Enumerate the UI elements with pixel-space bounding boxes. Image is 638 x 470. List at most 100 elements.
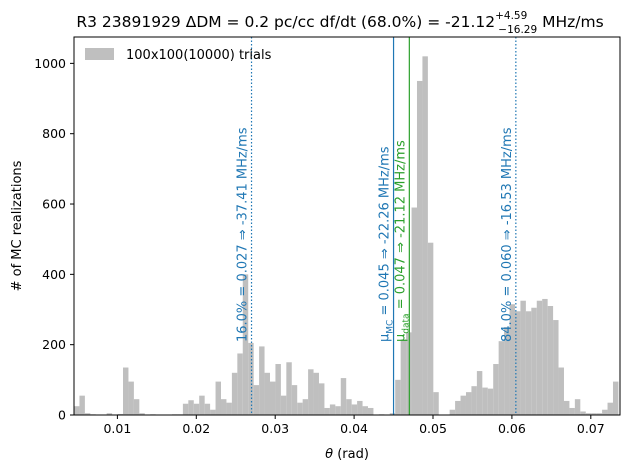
y-axis-ticks: 0 200 400 600 800 1000 [34,56,74,423]
x-tick-label: 0.02 [182,421,210,436]
histogram-bar [465,392,472,415]
histogram-bar [329,404,336,415]
histogram-bar [580,411,586,415]
histogram-bar [509,304,515,415]
reference-line-label-sub: MC [386,320,396,334]
histogram-bar [193,403,200,415]
histogram-bar [188,400,194,415]
histogram-bar [302,399,309,415]
x-tick-label: 0.05 [419,421,447,436]
legend-swatch [85,48,114,60]
x-axis-label-symbol: θ [325,447,333,462]
chart-title-sub: −16.29 [498,24,537,36]
histogram-bar [427,242,434,415]
y-tick-label: 800 [42,126,66,141]
reference-line-label-value: = 0.045 ⇒ -22.26 MHz/ms [378,146,393,319]
y-tick-label: 400 [42,267,66,282]
histogram-bar [286,362,292,415]
reference-line-label-prefix: 16.0% [236,301,251,342]
reference-line-label: 84.0% = 0.060 ⇒ -16.53 MHz/ms [500,127,515,342]
histogram-bar [547,305,554,415]
histogram-bar [455,400,461,415]
reference-line-label: μdata = 0.047 ⇒ -21.12 MHz/ms [393,140,411,342]
x-axis-label: θ (rad) [325,447,369,462]
histogram-bar [74,406,80,415]
histogram-bar [122,367,129,415]
histogram-bar [237,353,243,415]
histogram-bar [199,395,205,415]
histogram-bar [106,413,113,415]
x-tick-label: 0.01 [103,421,131,436]
histogram-bar [84,413,91,415]
histogram-bar [242,274,249,415]
x-tick-label: 0.06 [498,421,526,436]
chart-title-main: R3 23891929 ΔDM = 0.2 pc/cc df/dt (68.0%… [76,13,495,31]
reference-line-label-value: = 0.060 ⇒ -16.53 MHz/ms [500,127,515,300]
x-tick-label: 0.07 [577,421,605,436]
histogram-bar [531,307,537,415]
plot-frame [73,36,621,416]
reference-line-label-prefix: μ [393,334,408,342]
histogram-bar [220,399,227,415]
histogram-bar [340,378,347,415]
x-tick-label: 0.04 [340,421,368,436]
histogram-bar [357,400,363,415]
reference-line-label-value: = 0.027 ⇒ -37.41 MHz/ms [236,127,251,300]
y-axis-label: # of MC realizations [10,160,25,291]
y-tick-label: 0 [58,408,66,423]
histogram-bar [362,406,368,415]
histogram-bar [591,413,597,415]
reference-line-label-value: = 0.047 ⇒ -21.12 MHz/ms [393,140,408,313]
histogram-bar [569,407,575,415]
histogram-bar [411,207,417,415]
histogram-bar [395,379,401,415]
histogram-bar [563,400,570,415]
histogram-bar [215,381,221,415]
reference-line-label-sub: data [401,313,411,333]
y-tick-label: 1000 [34,56,66,71]
x-axis-ticks: 0.01 0.02 0.03 0.04 0.05 0.06 0.07 [103,415,605,436]
histogram-bar [612,381,619,415]
histogram-bar [117,413,123,415]
histogram-bar [400,339,407,415]
chart-title-unit: MHz/ms [537,13,604,31]
x-tick-label: 0.03 [261,421,289,436]
histogram-bar [493,364,499,415]
histogram-bar [324,407,330,415]
histogram-bar [226,402,232,415]
histogram-bar [248,342,254,415]
histogram-bar [607,402,613,415]
histogram-bar [204,403,211,415]
histogram-bar [269,381,276,415]
histogram-bar [449,409,456,415]
histogram-bar [297,402,303,415]
histogram-bar [536,300,543,415]
histogram-bar [498,341,505,415]
reference-line-label-prefix: μ [378,334,393,342]
histogram-bar [351,404,358,415]
reference-line-label: μMC = 0.045 ⇒ -22.26 MHz/ms [378,146,396,342]
legend-label: 100x100(10000) trials [126,48,272,63]
histogram-bar [542,298,548,415]
histogram-bar [585,413,592,415]
histogram-bar [346,399,352,415]
histogram-bar [280,395,287,415]
reference-line-label: 16.0% = 0.027 ⇒ -37.41 MHz/ms [236,127,251,342]
histogram-bars [74,56,619,415]
histogram-bar [253,385,260,415]
reference-line-label-prefix: 84.0% [500,301,515,342]
histogram-bar [558,367,564,415]
histogram-bar [291,385,298,415]
histogram-bar [133,399,140,415]
histogram-bar [596,413,603,415]
histogram-bar [210,409,216,415]
histogram-bar [460,395,466,415]
histogram-bar [520,300,526,415]
histogram-bar [514,311,521,415]
histogram-bar [525,311,532,415]
histogram-bar [182,403,189,415]
histogram-bar [231,372,238,415]
y-tick-label: 200 [42,337,66,352]
histogram-bar [335,406,341,415]
